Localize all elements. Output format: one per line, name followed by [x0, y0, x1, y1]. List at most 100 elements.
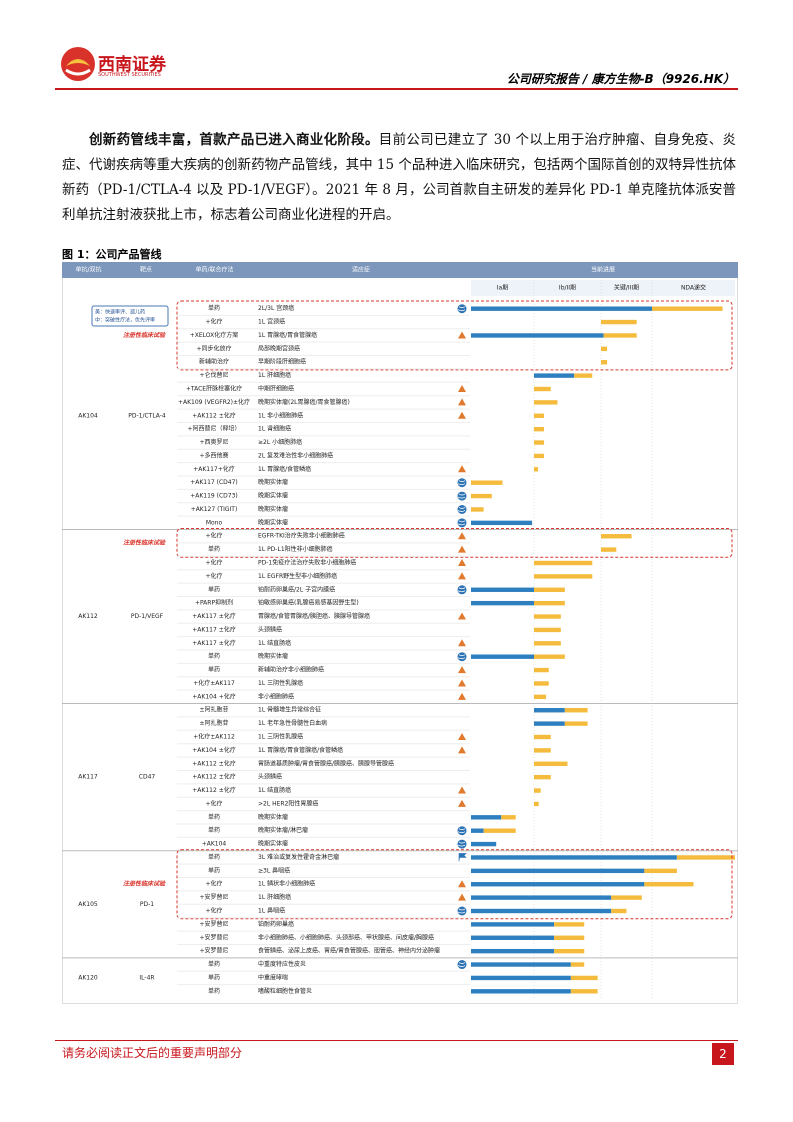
bar-ongoing	[611, 895, 642, 900]
logo-icon	[61, 47, 95, 81]
note-line: 中：突破性疗法，优先评审	[95, 317, 155, 324]
therapy: +AK117 ±化疗	[192, 612, 235, 620]
icon-flag	[458, 853, 467, 862]
indication: 晚期实体瘤	[258, 813, 288, 821]
bar-completed	[471, 962, 571, 967]
icon-globe	[457, 491, 467, 501]
therapy: +AK109 (VEGFR2)±化疗	[178, 398, 250, 406]
therapy: 单药	[208, 826, 220, 834]
indication: 2L/3L 宫颈癌	[258, 304, 294, 312]
icon-globe-land	[457, 828, 466, 834]
icon-globe-land	[457, 493, 466, 499]
indication: 晚期实体瘤	[258, 518, 288, 526]
icon-triangle	[458, 799, 466, 807]
indication: 1L 三阴性乳腺癌	[258, 679, 303, 687]
indication: 3L 难治或复发性霍奇金淋巴瘤	[258, 853, 339, 861]
indication: 局部晚期宫颈癌	[258, 344, 300, 352]
therapy: +化疗±AK112	[193, 733, 235, 741]
therapy: +阿西替尼（释培）	[187, 425, 240, 433]
therapy: +西奥罗尼	[199, 438, 228, 446]
therapy: +化疗	[205, 907, 222, 915]
icon-globe-land	[457, 306, 466, 312]
therapy: 单药	[208, 304, 220, 312]
indication: 晚期实体瘤	[258, 840, 288, 848]
bar-ongoing	[601, 360, 608, 365]
bar-ongoing	[534, 681, 549, 686]
therapy: +化疗	[205, 532, 222, 540]
therapy: +化疗	[205, 880, 222, 888]
indication: 非小细胞肺癌、小细胞肺癌、头颈部癌、甲状腺癌、间皮瘤/胸腺癌	[258, 933, 434, 941]
indication: 晚期实体瘤	[258, 492, 288, 500]
bar-ongoing	[534, 641, 561, 646]
bar-ongoing	[574, 373, 593, 378]
bar-ongoing	[570, 989, 598, 994]
bar-ongoing	[644, 882, 694, 887]
icon-triangle	[458, 666, 466, 674]
antibody-name: AK112	[78, 613, 98, 620]
bar-ongoing	[676, 855, 735, 860]
indication: 1L 鼻咽癌	[258, 907, 285, 915]
pipeline-figure: 单抗/双抗 靶点 单药/联合疗法 适应症 当前进展 Ia期 Ib/II期 关键/III期 NDA…	[62, 262, 738, 1004]
bar-ongoing	[601, 534, 632, 539]
indication: 1L 老年急性骨髓性白血病	[258, 719, 327, 727]
bar-completed	[471, 306, 652, 311]
bar-ongoing	[534, 774, 551, 780]
therapy: +AK117 ±化疗	[192, 625, 235, 633]
therapy: 单药	[208, 585, 220, 593]
bar-ongoing	[534, 614, 561, 619]
bar-ongoing	[570, 962, 585, 967]
bar-ongoing	[534, 801, 539, 807]
column-header: 靶点	[140, 266, 152, 274]
bar-completed	[471, 600, 534, 606]
intro-paragraph: 创新药管线丰富，首款产品已进入商业化阶段。目前公司已建立了 30 个以上用于治疗…	[62, 128, 736, 228]
target-name: PD-1	[140, 901, 154, 908]
therapy: +AK117 ±化疗	[192, 639, 235, 647]
therapy: +安罗替尼	[199, 893, 228, 901]
page-number: 2	[712, 1043, 734, 1065]
target-name: CD47	[139, 774, 156, 781]
indication: 1L 胃腺癌/食管鳞癌	[258, 465, 311, 473]
logo-text: 西南证券	[98, 55, 166, 75]
bar-ongoing	[534, 453, 545, 459]
indication: 非小细胞肺癌	[258, 692, 294, 700]
icon-triangle	[458, 692, 466, 700]
bar-completed	[471, 841, 497, 847]
therapy: +安罗替尼	[199, 947, 228, 955]
phase-header-bg	[471, 280, 735, 296]
indication: 铂敏感卵巢癌(乳腺癌易感基因野生型)	[258, 599, 359, 607]
bar-completed	[471, 975, 571, 981]
therapy: +AK112 ±化疗	[192, 759, 235, 767]
bar-ongoing	[534, 761, 568, 766]
therapy: +安罗替尼	[199, 920, 228, 928]
indication: 头颈鳞癌	[258, 773, 282, 781]
therapy: +安罗替尼	[199, 933, 228, 941]
icon-globe	[457, 826, 467, 836]
bar-completed	[471, 908, 612, 914]
header-rule	[55, 88, 738, 90]
icon-globe-land	[457, 908, 466, 914]
indication: 中重度哮喘	[258, 973, 288, 981]
bar-ongoing	[471, 480, 503, 485]
therapy: +AK119 (CD73)	[190, 493, 238, 500]
bar-ongoing	[534, 467, 539, 472]
therapy: +AK112 ±化疗	[192, 411, 235, 419]
bar-completed	[471, 520, 533, 526]
therapy: +同步化放疗	[196, 344, 231, 352]
bar-ongoing	[611, 908, 627, 914]
therapy: +AK112 ±化疗	[192, 773, 235, 781]
bar-ongoing	[564, 708, 588, 713]
column-header: 适应症	[352, 266, 370, 274]
bar-ongoing	[534, 574, 593, 579]
intro-text: 目前公司已建立了 30 个以上用于治疗肿瘤、自身免疫、炎症、代谢疾病等重大疾病的…	[62, 132, 737, 223]
icon-globe-land	[457, 520, 466, 526]
indication: 中期肝细胞癌	[258, 385, 294, 393]
therapy: 单药	[208, 652, 220, 660]
bar-ongoing	[534, 734, 551, 740]
bar-ongoing	[534, 426, 545, 432]
indication: 铂耐药卵巢癌	[258, 920, 294, 928]
therapy: 单药	[208, 666, 220, 674]
indication: 2L 复发难治性非小细胞肺癌	[258, 451, 333, 459]
icon-globe-land	[457, 480, 466, 486]
bar-ongoing	[534, 627, 561, 633]
therapy: 单药	[208, 973, 220, 981]
